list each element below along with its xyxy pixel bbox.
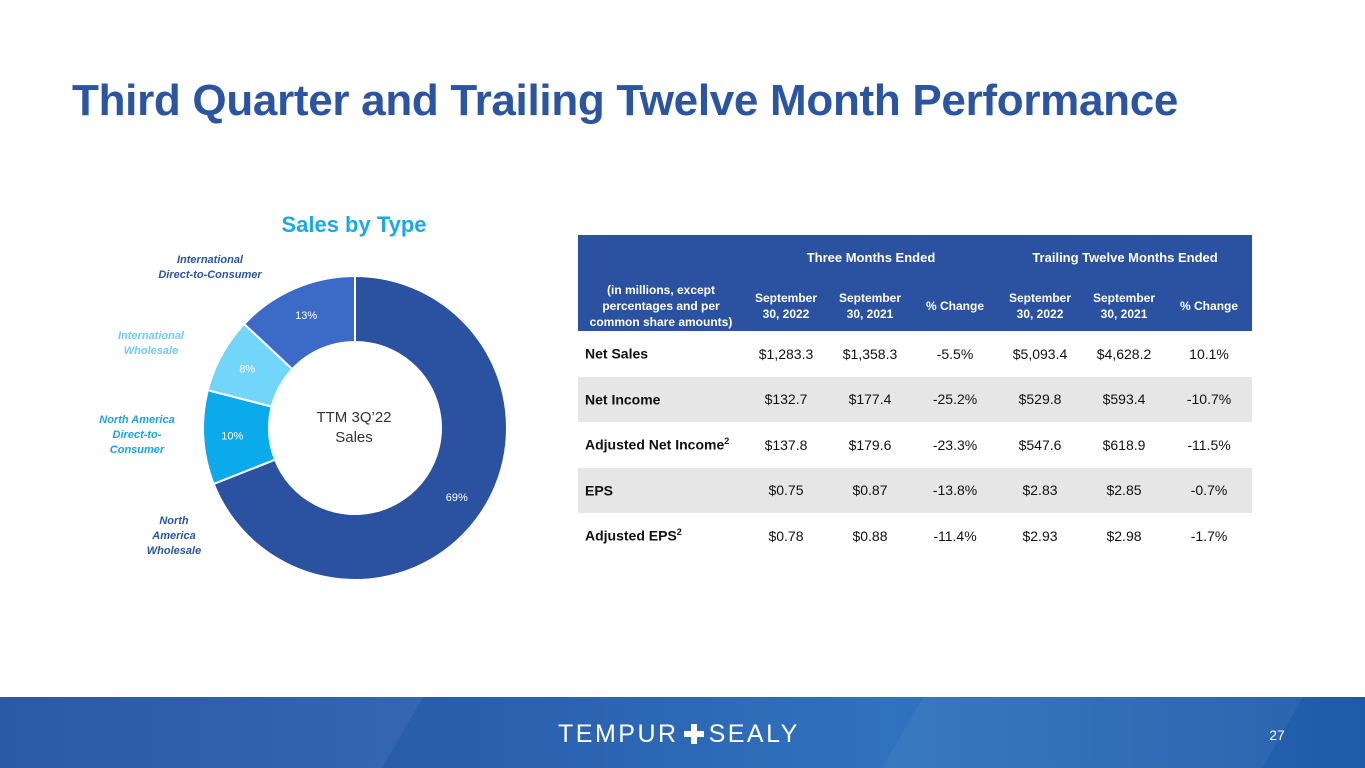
row-label: Net Income [578, 376, 744, 422]
donut-center-label: TTM 3Q’22 Sales [294, 408, 414, 448]
table-cell: $529.8 [998, 376, 1083, 422]
table-cell: $593.4 [1082, 376, 1167, 422]
brand-logo: TEMPUR SEALY [558, 719, 800, 749]
column-header: September 30, 2021 [828, 281, 912, 331]
legend-international-dtc: International Direct-to-Consumer [150, 253, 270, 283]
table-cell: -1.7% [1190, 527, 1228, 544]
table-cell: $1,358.3 [842, 345, 898, 362]
brand-right: SEALY [708, 720, 800, 748]
table-cell: $0.78 [768, 527, 804, 544]
table-cell: $179.6 [848, 436, 892, 453]
table-cell: -10.7% [1166, 376, 1253, 422]
table-cell: $547.6 [1018, 436, 1062, 453]
row-header-label: (in millions, except percentages and per… [578, 281, 744, 331]
plus-cross-icon [683, 719, 705, 749]
table-cell: $2.83 [998, 467, 1083, 513]
table-cell: $618.9 [1102, 436, 1146, 453]
header-ttm: Trailing Twelve Months Ended [998, 235, 1253, 281]
table-row: Adjusted Net Income2 $137.8 $179.6 -23.3… [578, 422, 1252, 468]
table-cell: $5,093.4 [1012, 345, 1068, 362]
table-cell: 10.1% [1189, 345, 1229, 362]
legend-line: America [152, 530, 196, 542]
table-cell: $177.4 [828, 376, 912, 422]
table-cell: $1,283.3 [758, 345, 814, 362]
table-cell: -11.5% [1187, 436, 1231, 453]
table-group-header-row: Three Months Ended Trailing Twelve Month… [578, 235, 1253, 281]
row-label: Adjusted Net Income2 [585, 436, 730, 454]
donut-slice-3 [242, 274, 356, 371]
row-label: Adjusted EPS2 [585, 527, 682, 545]
table-cell: -23.3% [932, 436, 978, 453]
table-cell: $2.93 [1022, 527, 1058, 544]
column-header: September 30, 2021 [1082, 281, 1167, 331]
column-header: % Change [912, 281, 999, 331]
column-header: % Change [1166, 281, 1253, 331]
header-blank [578, 235, 744, 281]
legend-line: International [117, 330, 184, 342]
donut-slice-0 [212, 274, 508, 581]
legend-north-america-dtc: North America Direct-to- Consumer [87, 413, 187, 458]
legend-line: North America [99, 414, 175, 426]
brand-left: TEMPUR [558, 720, 679, 748]
legend-line: Wholesale [123, 345, 179, 357]
table-cell: -0.7% [1166, 467, 1253, 513]
table-cell: $4,628.2 [1096, 345, 1152, 362]
table-cell: $0.75 [744, 467, 828, 513]
center-label-line-1: TTM 3Q’22 [316, 409, 392, 426]
donut-data-label-3: 13% [295, 310, 317, 322]
row-label: EPS [578, 467, 744, 513]
donut-data-label-1: 10% [221, 431, 243, 443]
table-cell: $0.88 [852, 527, 888, 544]
table-cell: -5.5% [936, 345, 974, 362]
column-header: September 30, 2022 [998, 281, 1083, 331]
table-row: Adjusted EPS2 $0.78 $0.88 -11.4% $2.93 $… [578, 513, 1252, 559]
legend-north-america-wholesale: North America Wholesale [134, 514, 214, 559]
table-cell: $2.85 [1082, 467, 1167, 513]
legend-line: Wholesale [146, 545, 202, 557]
performance-table: Three Months Ended Trailing Twelve Month… [578, 235, 1253, 559]
table-cell: $2.98 [1106, 527, 1142, 544]
chart-title: Sales by Type [281, 212, 427, 237]
legend-line: Consumer [109, 444, 165, 456]
footer-bar [0, 697, 1365, 768]
table-cell: -13.8% [912, 467, 999, 513]
table-column-header-row: (in millions, except percentages and per… [578, 281, 1253, 331]
legend-line: Direct-to- [112, 429, 162, 441]
row-label: Net Sales [585, 346, 649, 363]
table-row: Net Income $132.7 $177.4 -25.2% $529.8 $… [578, 376, 1253, 422]
table-cell: $137.8 [764, 436, 808, 453]
table-cell: -25.2% [912, 376, 999, 422]
table-cell: $132.7 [744, 376, 828, 422]
header-three-months: Three Months Ended [744, 235, 999, 281]
legend-line: North [159, 515, 189, 527]
center-label-line-2: Sales [335, 429, 373, 446]
table-cell: -11.4% [933, 527, 977, 544]
table-cell: $0.87 [828, 467, 912, 513]
page-title: Third Quarter and Trailing Twelve Month … [72, 76, 1179, 125]
legend-line: International [176, 254, 243, 266]
donut-data-label-0: 69% [446, 492, 468, 504]
column-header: September 30, 2022 [744, 281, 828, 331]
table-row: EPS $0.75 $0.87 -13.8% $2.83 $2.85 -0.7% [578, 467, 1253, 513]
table-row: Net Sales $1,283.3 $1,358.3 -5.5% $5,093… [578, 331, 1252, 377]
donut-chart: 69% 10% 8% 13% [202, 274, 508, 581]
donut-data-label-2: 8% [239, 364, 255, 376]
legend-international-wholesale: International Wholesale [100, 329, 202, 359]
legend-line: Direct-to-Consumer [158, 269, 262, 281]
page-number: 27 [1269, 727, 1285, 743]
